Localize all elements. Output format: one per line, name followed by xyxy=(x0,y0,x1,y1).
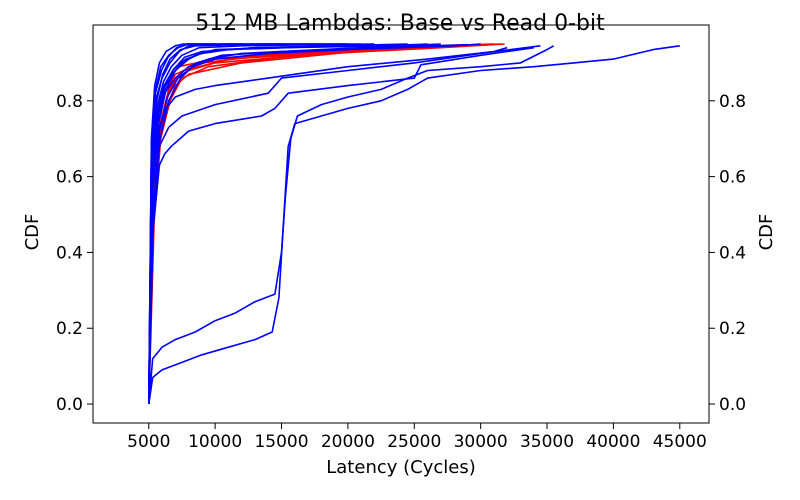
x-tick-label: 5000 xyxy=(127,432,170,452)
y-axis-label-left: CDF xyxy=(22,214,43,251)
chart-title: 512 MB Lambdas: Base vs Read 0-bit xyxy=(195,11,605,36)
series-line-15 xyxy=(148,43,375,405)
series-line-24 xyxy=(148,43,216,405)
x-axis-ticks: 5000 10000 15000 20000 25000 30000 35000 40000 4… xyxy=(127,423,707,452)
x-tick-label: 20000 xyxy=(321,432,375,452)
series-line-21 xyxy=(148,43,435,405)
series-line-3 xyxy=(148,43,488,405)
x-axis-label: Latency (Cycles) xyxy=(326,457,475,478)
x-tick-label: 10000 xyxy=(188,432,242,452)
series-line-7 xyxy=(148,45,680,405)
series-line-20 xyxy=(148,43,242,405)
series-line-9 xyxy=(148,46,534,405)
x-tick-label: 30000 xyxy=(454,432,508,452)
x-tick-label: 35000 xyxy=(520,432,574,452)
series-line-18 xyxy=(148,43,481,405)
y-tick-label-left: 0.4 xyxy=(56,243,83,263)
y-tick-label-right: 0.2 xyxy=(719,319,746,339)
series-line-11 xyxy=(148,46,508,405)
x-tick-label: 25000 xyxy=(387,432,441,452)
series-line-5 xyxy=(148,43,468,405)
y-tick-label-left: 0.2 xyxy=(56,319,83,339)
y-tick-label-right: 0.8 xyxy=(719,92,746,112)
series-line-8 xyxy=(148,45,555,405)
y-tick-label-right: 0.4 xyxy=(719,243,746,263)
series-line-16 xyxy=(148,43,415,405)
series-line-13 xyxy=(148,43,441,405)
series-line-17 xyxy=(148,43,282,405)
series-layer xyxy=(148,43,680,405)
series-line-23 xyxy=(148,43,468,405)
series-line-4 xyxy=(148,43,505,405)
series-line-2 xyxy=(148,43,501,405)
x-tick-label: 45000 xyxy=(653,432,707,452)
y-tick-label-left: 0.8 xyxy=(56,92,83,112)
plot-frame xyxy=(92,24,710,424)
y-axis-label-right: CDF xyxy=(756,214,777,251)
y-tick-label-left: 0.0 xyxy=(56,395,83,415)
y-tick-label-right: 0.0 xyxy=(719,395,746,415)
series-line-1 xyxy=(148,43,494,405)
y-tick-label-right: 0.6 xyxy=(719,168,746,188)
series-line-19 xyxy=(148,43,408,405)
y-axis-ticks-left: 0.0 0.2 0.4 0.6 0.8 xyxy=(56,92,93,415)
x-tick-label: 40000 xyxy=(586,432,640,452)
series-line-6 xyxy=(148,43,492,405)
series-line-22 xyxy=(148,43,362,405)
y-axis-ticks-right: 0.0 0.2 0.4 0.6 0.8 xyxy=(709,92,746,415)
x-tick-label: 15000 xyxy=(254,432,308,452)
y-tick-label-left: 0.6 xyxy=(56,168,83,188)
series-line-10 xyxy=(148,45,541,405)
